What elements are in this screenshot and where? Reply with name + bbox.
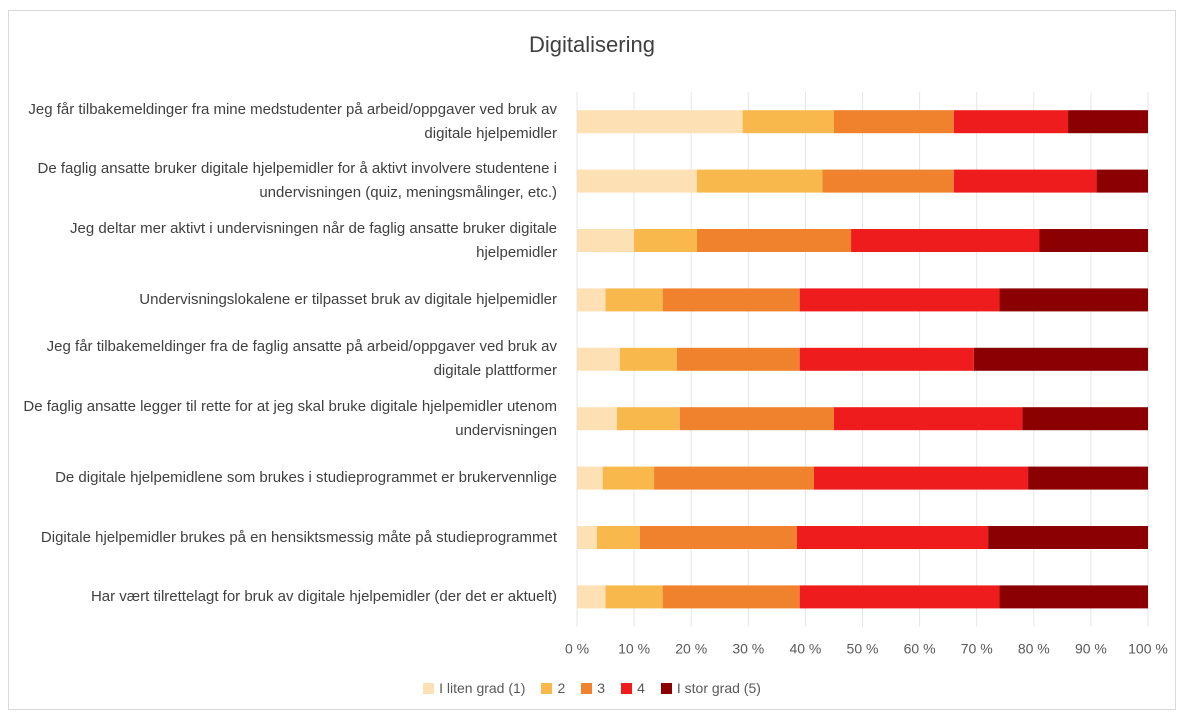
bar-segment (953, 169, 1097, 193)
bar-segment (833, 407, 1023, 431)
category-label: Jeg deltar mer aktivt i undervisningen n… (70, 219, 557, 261)
bar-segment (577, 169, 697, 193)
legend-swatch (541, 682, 553, 694)
bar-segment (973, 347, 1148, 371)
bar-segment (616, 407, 680, 431)
bar-segment (696, 169, 823, 193)
bar-segment (619, 347, 677, 371)
bar-segment (742, 110, 834, 134)
x-tick-label: 60 % (904, 641, 936, 657)
category-label: De digitale hjelpemidlene som brukes i s… (55, 469, 557, 487)
x-tick-label: 70 % (961, 641, 993, 657)
bar-segment (577, 466, 603, 490)
bar-segment (577, 407, 617, 431)
legend-swatch (660, 682, 672, 694)
x-tick-label: 0 % (565, 641, 589, 657)
bar-segment (654, 466, 814, 490)
bar-segment (679, 407, 834, 431)
bar-segment (605, 585, 663, 609)
x-tick-label: 50 % (847, 641, 879, 657)
category-label: De faglig ansatte bruker digitale hjelpe… (37, 160, 557, 202)
bar-segment (1096, 169, 1148, 193)
legend-item: 2 (541, 680, 565, 696)
bar-segment (796, 526, 989, 549)
bar-segment (851, 229, 1040, 252)
bar-segment (988, 526, 1148, 549)
bar-segment (1022, 407, 1148, 431)
x-tick-label: 80 % (1018, 641, 1050, 657)
bar-segment (639, 526, 797, 549)
x-tick-label: 40 % (789, 641, 821, 657)
bar-segment (577, 347, 620, 371)
category-label: Jeg får tilbakemeldinger fra mine medstu… (28, 100, 557, 142)
bar-segment (577, 288, 606, 312)
bar-segment (822, 169, 954, 193)
category-label: Digitale hjelpemidler brukes på en hensi… (40, 528, 557, 546)
category-label: Jeg får tilbakemeldinger fra de faglig a… (46, 338, 557, 380)
bar-segment (676, 347, 800, 371)
bar-segment (1028, 466, 1148, 490)
bar-segment (596, 526, 640, 549)
bar-segment (953, 110, 1069, 134)
bar-segment (999, 288, 1148, 312)
bar-segment (662, 288, 800, 312)
category-label: Har vært tilrettelagt for bruk av digita… (90, 587, 557, 605)
x-tick-label: 100 % (1128, 641, 1168, 657)
chart-frame (8, 10, 1176, 710)
bar-segment (577, 526, 597, 549)
legend-label: I liten grad (1) (439, 680, 526, 696)
legend: I liten grad (1) 2 3 4 I stor grad (5) (0, 680, 1184, 696)
legend-swatch (423, 682, 435, 694)
bar-segment (577, 585, 606, 609)
legend-swatch (581, 682, 593, 694)
bar-segment (999, 585, 1148, 609)
bar-segment (813, 466, 1029, 490)
category-label: Undervisningslokalene er tilpasset bruk … (139, 290, 557, 308)
legend-item: I stor grad (5) (660, 680, 761, 696)
bar-segment (662, 585, 800, 609)
legend-swatch (621, 682, 633, 694)
legend-label: 2 (557, 680, 566, 696)
bar-segment (696, 229, 852, 252)
bar-segment (799, 585, 1000, 609)
bar-segment (634, 229, 697, 252)
legend-item: 4 (621, 680, 645, 696)
bar-segment (577, 229, 635, 252)
x-tick-label: 20 % (675, 641, 707, 657)
bar-segment (1039, 229, 1148, 252)
bar-segment (1068, 110, 1148, 134)
chart-title: Digitalisering (529, 32, 655, 57)
bar-segment (605, 288, 663, 312)
bar-segment (577, 110, 743, 134)
legend-label: I stor grad (5) (676, 680, 761, 696)
legend-item: 3 (581, 680, 605, 696)
bar-segment (799, 288, 1000, 312)
x-tick-label: 90 % (1075, 641, 1107, 657)
bar-segment (602, 466, 655, 490)
x-tick-label: 10 % (618, 641, 650, 657)
legend-label: 3 (597, 680, 606, 696)
category-label: De faglig ansatte legger til rette for a… (23, 397, 557, 439)
bar-segment (799, 347, 974, 371)
legend-label: 4 (637, 680, 645, 696)
x-tick-label: 30 % (732, 641, 764, 657)
legend-item: I liten grad (1) (423, 680, 525, 696)
bar-segment (833, 110, 954, 134)
